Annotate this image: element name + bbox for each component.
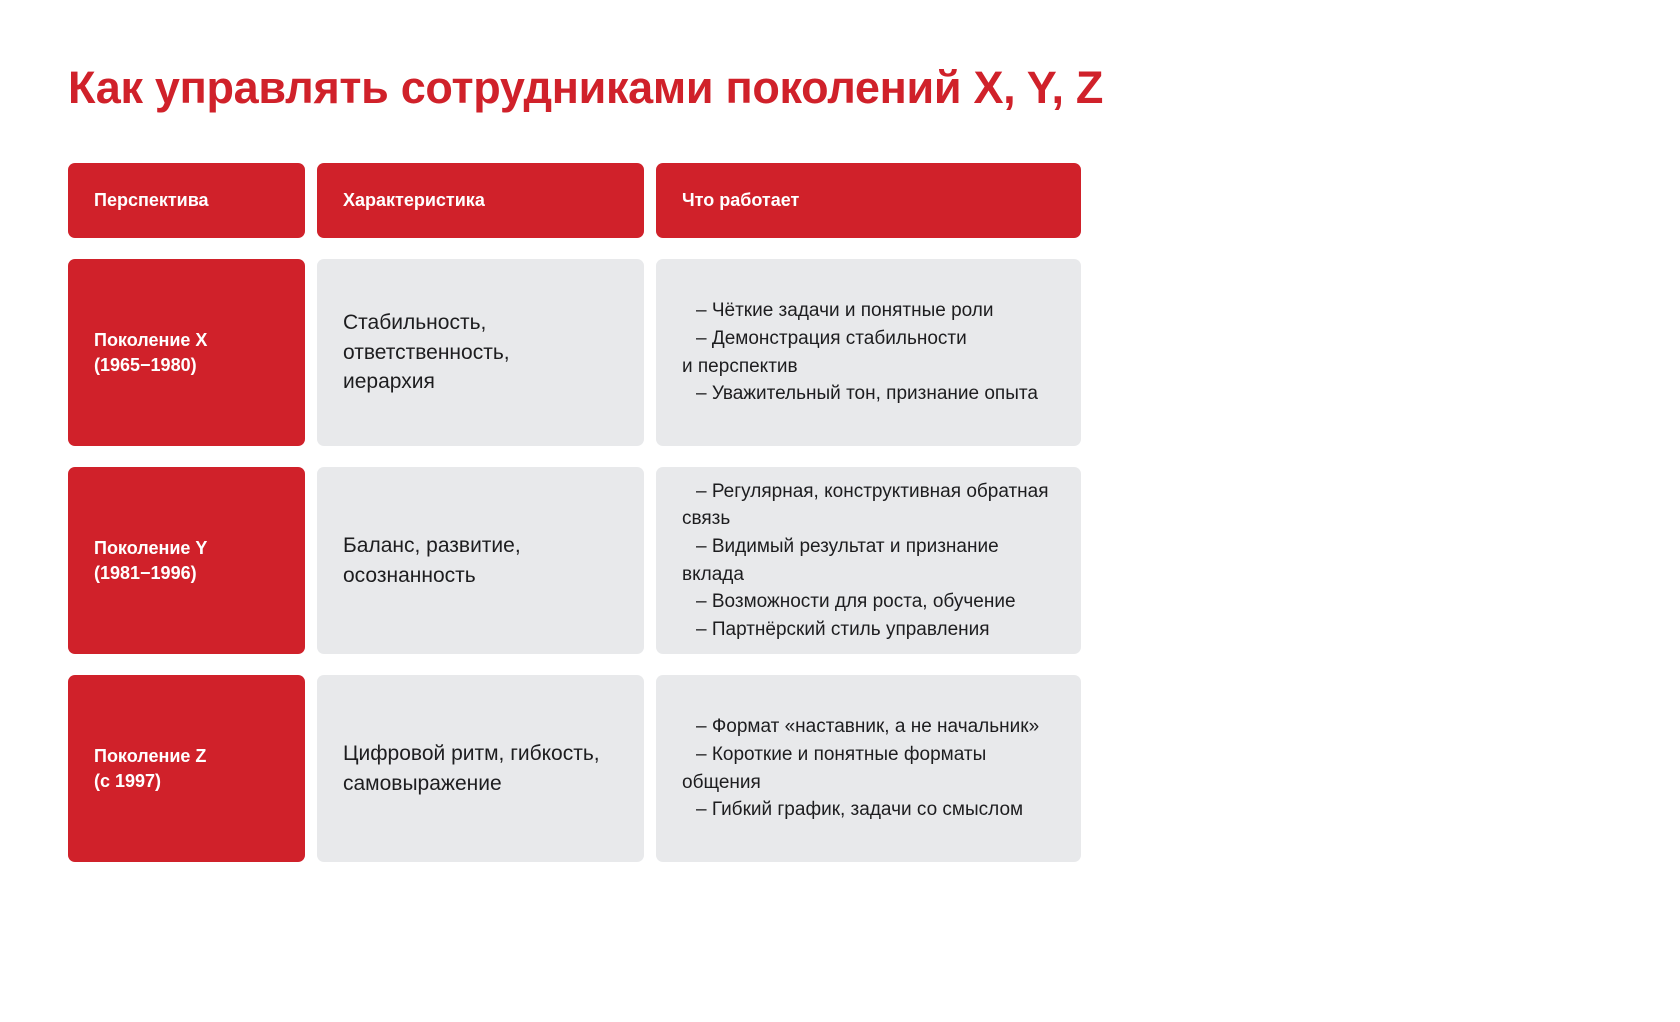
- header-cell-perspective: Перспектива: [68, 163, 305, 238]
- characteristic-line: Стабильность,: [343, 310, 487, 334]
- what-works-line: – Гибкий график, задачи со смыслом: [696, 799, 1024, 821]
- what-works-cell-x: – Чёткие задачи и понятные роли – Демонс…: [656, 259, 1081, 446]
- generation-name: Поколение Y: [94, 537, 208, 558]
- characteristic-line: осознанность: [343, 563, 476, 587]
- table-row: Поколение X (1965−1980) Стабильность, от…: [68, 259, 1081, 446]
- generation-cell-y: Поколение Y (1981−1996): [68, 467, 305, 654]
- generation-label-x: Поколение X (1965−1980): [94, 328, 207, 378]
- characteristic-cell-x: Стабильность, ответственность, иерархия: [317, 259, 644, 446]
- what-works-line: вклада: [682, 563, 744, 585]
- generation-years: (1965−1980): [94, 354, 197, 375]
- what-works-line: – Чёткие задачи и понятные роли: [696, 300, 994, 322]
- page-title: Как управлять сотрудниками поколений X, …: [68, 62, 1104, 113]
- what-works-text-z: – Формат «наставник, а не начальник» – К…: [682, 713, 1055, 823]
- what-works-line: – Уважительный тон, признание опыта: [696, 383, 1038, 405]
- header-label-what-works: Что работает: [682, 189, 800, 210]
- generations-table: Перспектива Характеристика Что работает …: [68, 163, 1081, 862]
- what-works-line: – Регулярная, конструктивная обратная: [696, 480, 1049, 502]
- generation-years: (1981−1996): [94, 562, 197, 583]
- characteristic-line: Цифровой ритм, гибкость,: [343, 741, 600, 765]
- what-works-line: – Видимый результат и признание: [696, 535, 999, 557]
- table-row: Поколение Y (1981−1996) Баланс, развитие…: [68, 467, 1081, 654]
- header-label-characteristic: Характеристика: [343, 189, 485, 210]
- characteristic-text-x: Стабильность, ответственность, иерархия: [343, 308, 510, 397]
- characteristic-cell-y: Баланс, развитие, осознанность: [317, 467, 644, 654]
- header-label-perspective: Перспектива: [94, 189, 209, 210]
- characteristic-text-y: Баланс, развитие, осознанность: [343, 531, 521, 591]
- table-header-row: Перспектива Характеристика Что работает: [68, 163, 1081, 238]
- what-works-line: – Партнёрский стиль управления: [696, 618, 990, 640]
- what-works-line: общения: [682, 771, 761, 793]
- header-cell-what-works: Что работает: [656, 163, 1081, 238]
- generation-name: Поколение Z: [94, 745, 207, 766]
- characteristic-line: ответственность,: [343, 340, 510, 364]
- characteristic-line: иерархия: [343, 370, 435, 394]
- characteristic-line: самовыражение: [343, 771, 502, 795]
- generation-label-z: Поколение Z (с 1997): [94, 744, 206, 794]
- generation-years: (с 1997): [94, 770, 162, 791]
- table-row: Поколение Z (с 1997) Цифровой ритм, гибк…: [68, 675, 1081, 862]
- what-works-line: – Демонстрация стабильности: [696, 327, 967, 349]
- what-works-cell-z: – Формат «наставник, а не начальник» – К…: [656, 675, 1081, 862]
- what-works-line: связь: [682, 508, 731, 530]
- characteristic-text-z: Цифровой ритм, гибкость, самовыражение: [343, 739, 600, 799]
- what-works-line: – Возможности для роста, обучение: [696, 591, 1016, 613]
- what-works-line: и перспектив: [682, 355, 798, 377]
- characteristic-cell-z: Цифровой ритм, гибкость, самовыражение: [317, 675, 644, 862]
- generation-label-y: Поколение Y (1981−1996): [94, 536, 207, 586]
- what-works-text-x: – Чёткие задачи и понятные роли – Демонс…: [682, 297, 1055, 407]
- generation-cell-z: Поколение Z (с 1997): [68, 675, 305, 862]
- header-cell-characteristic: Характеристика: [317, 163, 644, 238]
- what-works-cell-y: – Регулярная, конструктивная обратная св…: [656, 467, 1081, 654]
- characteristic-line: Баланс, развитие,: [343, 533, 521, 557]
- what-works-text-y: – Регулярная, конструктивная обратная св…: [682, 478, 1055, 643]
- what-works-line: – Формат «наставник, а не начальник»: [696, 716, 1040, 738]
- generation-cell-x: Поколение X (1965−1980): [68, 259, 305, 446]
- what-works-line: – Короткие и понятные форматы: [696, 743, 987, 765]
- generation-name: Поколение X: [94, 329, 208, 350]
